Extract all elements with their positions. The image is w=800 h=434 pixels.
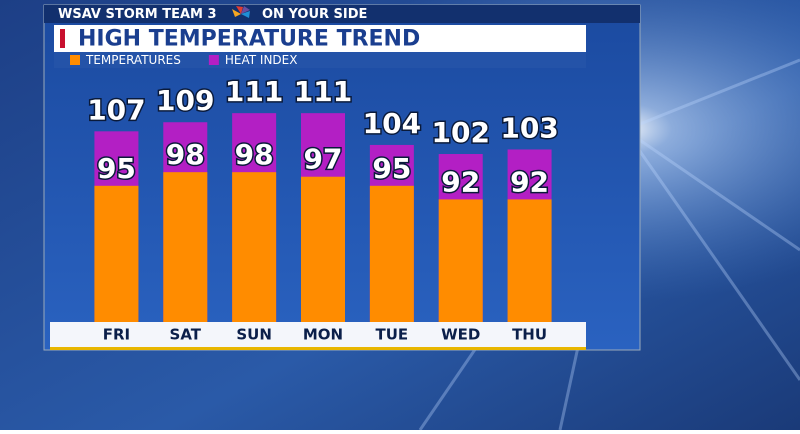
- legend-label: HEAT INDEX: [225, 53, 298, 67]
- title-bar: [54, 25, 586, 52]
- slogan: ON YOUR SIDE: [262, 7, 367, 22]
- heat-index-label: 103: [500, 111, 558, 144]
- legend-swatch: [208, 55, 219, 65]
- legend-swatch: [70, 55, 80, 65]
- bar: [163, 172, 208, 322]
- category-strip-edge: [50, 347, 586, 350]
- bar: [507, 199, 552, 322]
- category-strip: [50, 322, 586, 347]
- x-tick-label: FRI: [103, 326, 130, 344]
- legend-bar: [54, 52, 586, 68]
- heat-index-label: 102: [431, 116, 489, 149]
- temperature-label: 95: [97, 152, 136, 185]
- x-tick-label: TUE: [376, 326, 409, 344]
- heat-index-label: 109: [156, 84, 214, 117]
- temperature-label: 92: [510, 165, 549, 198]
- heat-index-label: 104: [363, 107, 421, 140]
- heat-index-label: 111: [294, 75, 352, 108]
- temperature-label: 97: [304, 143, 343, 176]
- legend: TEMPERATURES HEAT INDEX: [70, 53, 297, 67]
- temperature-label: 98: [166, 138, 205, 171]
- temperature-label: 92: [441, 165, 480, 198]
- bar: [438, 199, 483, 322]
- heat-index-label: 107: [87, 93, 145, 126]
- temperature-label: 95: [372, 152, 411, 185]
- x-tick-label: SAT: [170, 326, 202, 344]
- x-tick-label: MON: [303, 326, 343, 344]
- station-name: WSAV STORM TEAM 3: [58, 7, 217, 22]
- x-tick-label: THU: [512, 326, 547, 344]
- bar: [94, 185, 139, 322]
- bar: [369, 185, 414, 322]
- nbc-logo: [232, 6, 250, 18]
- chart-title: HIGH TEMPERATURE TREND: [78, 27, 420, 52]
- x-tick-label: WED: [441, 326, 480, 344]
- title-marker: [60, 29, 65, 48]
- top-bar: [44, 5, 640, 23]
- bar: [301, 176, 345, 322]
- legend-label: TEMPERATURES: [85, 53, 181, 67]
- bar: [232, 172, 277, 322]
- heat-index-label: 111: [225, 75, 283, 108]
- x-tick-label: SUN: [236, 326, 272, 344]
- temperature-label: 98: [235, 138, 274, 171]
